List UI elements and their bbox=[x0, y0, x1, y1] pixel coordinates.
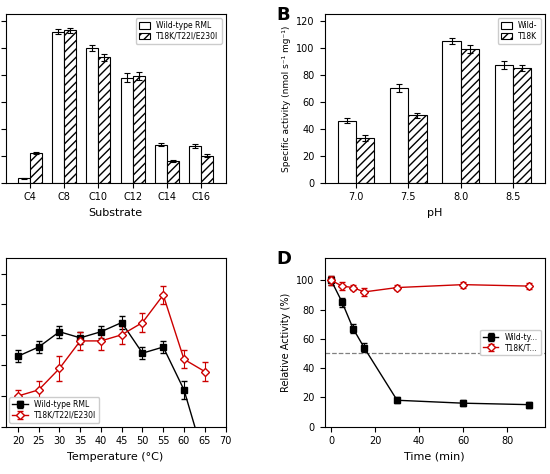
Bar bbox=[390, 88, 408, 182]
Bar bbox=[189, 146, 201, 182]
Bar bbox=[52, 32, 64, 182]
X-axis label: Substrate: Substrate bbox=[89, 208, 142, 218]
Y-axis label: Relative Activity (%): Relative Activity (%) bbox=[281, 293, 291, 392]
Bar bbox=[513, 68, 531, 182]
Bar bbox=[461, 49, 479, 182]
Bar bbox=[338, 120, 356, 182]
Text: B: B bbox=[276, 6, 290, 24]
Bar bbox=[356, 138, 374, 182]
Bar bbox=[86, 48, 98, 182]
Bar bbox=[201, 155, 213, 182]
X-axis label: pH: pH bbox=[427, 208, 442, 218]
Legend: Wild-, T18K: Wild-, T18K bbox=[498, 18, 541, 44]
Bar bbox=[64, 30, 76, 182]
Y-axis label: Specific activity (nmol s⁻¹ mg⁻¹): Specific activity (nmol s⁻¹ mg⁻¹) bbox=[282, 25, 291, 172]
Bar bbox=[167, 161, 179, 182]
Bar bbox=[120, 78, 133, 182]
Bar bbox=[442, 41, 461, 182]
Bar bbox=[98, 57, 111, 182]
X-axis label: Time (min): Time (min) bbox=[404, 452, 465, 462]
Legend: Wild-ty..., T18K/T...: Wild-ty..., T18K/T... bbox=[480, 329, 541, 355]
Bar bbox=[495, 65, 513, 182]
Text: D: D bbox=[276, 250, 291, 268]
Bar bbox=[155, 145, 167, 182]
Bar bbox=[408, 115, 427, 182]
Bar bbox=[133, 76, 145, 182]
Bar bbox=[18, 179, 30, 182]
X-axis label: Temperature (°C): Temperature (°C) bbox=[67, 452, 164, 462]
Legend: Wild-type RML, T18K/T22I/E230I: Wild-type RML, T18K/T22I/E230I bbox=[136, 18, 222, 44]
Legend: Wild-type RML, T18K/T22I/E230I: Wild-type RML, T18K/T22I/E230I bbox=[9, 397, 99, 423]
Bar bbox=[30, 153, 42, 182]
